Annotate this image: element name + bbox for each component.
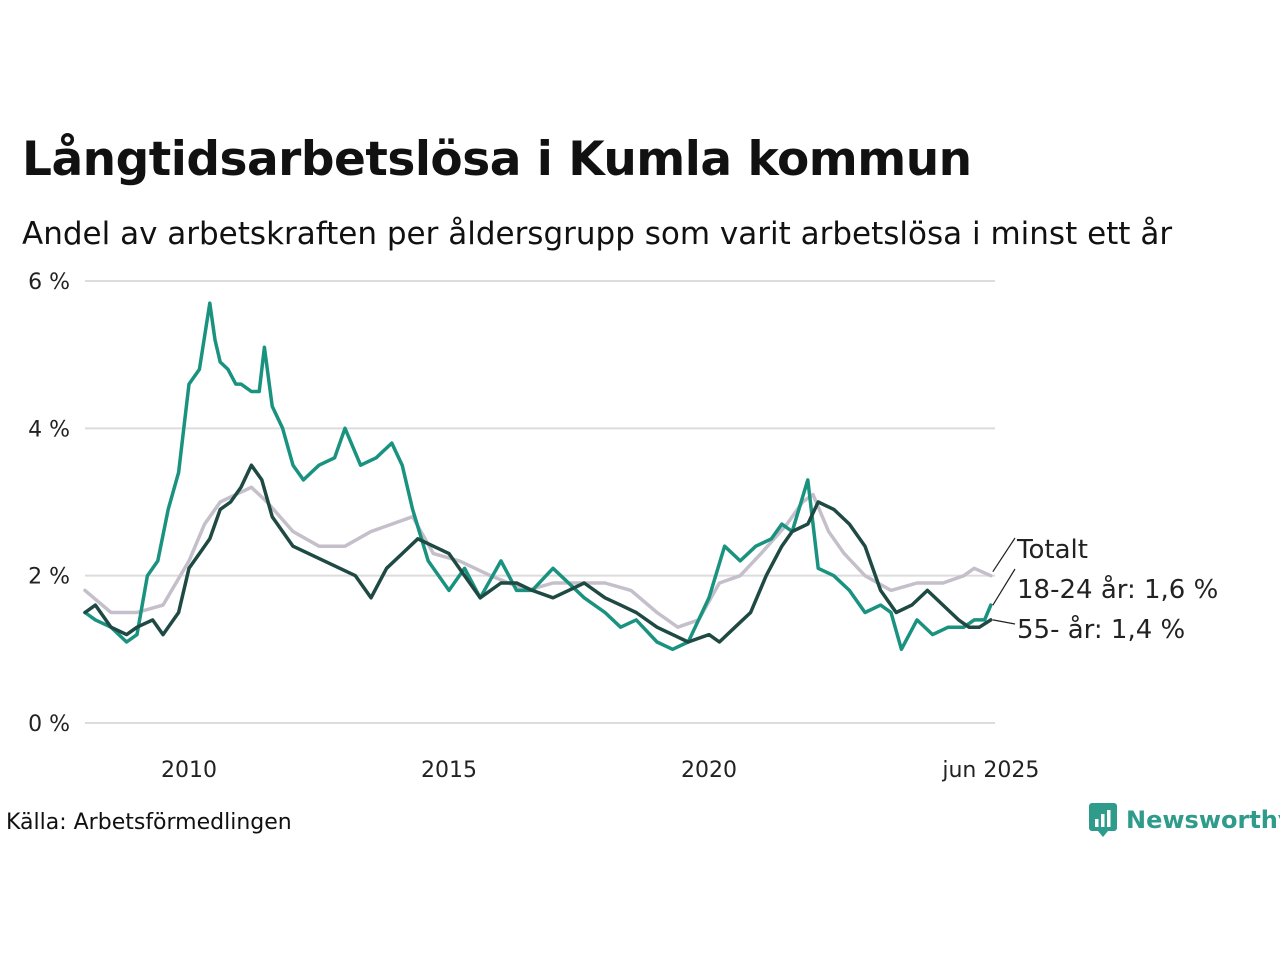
series-end-labels: Totalt 18-24 år: 1,6 % 55- år: 1,4 % (992, 535, 1218, 645)
y-tick-label: 6 % (28, 270, 70, 295)
series-end-label: 18-24 år: 1,6 % (1017, 574, 1218, 605)
series-end-label: 55- år: 1,4 % (1017, 614, 1185, 645)
line-chart: 0 % 2 % 4 % 6 % 2010 2015 2020 jun 2025 Totalt… (28, 270, 1218, 783)
series-line (83, 463, 993, 644)
x-tick-label: jun 2025 (941, 758, 1039, 783)
x-axis-tick-labels: 2010 2015 2020 jun 2025 (161, 758, 1039, 783)
brand-logo[interactable]: Newsworthy (1088, 802, 1280, 838)
chart-subtitle: Andel av arbetskraften per åldersgrupp s… (22, 216, 1173, 252)
newsworthy-logo-icon (1089, 803, 1117, 837)
series-line (83, 301, 993, 652)
y-tick-label: 0 % (28, 712, 70, 737)
brand-name: Newsworthy (1126, 806, 1280, 834)
x-tick-label: 2015 (421, 758, 477, 783)
series-lines (83, 301, 993, 652)
label-leader-line (992, 619, 1016, 625)
y-tick-label: 4 % (28, 417, 70, 442)
source-note: Källa: Arbetsförmedlingen (6, 810, 292, 835)
label-leader-line (992, 568, 1016, 606)
series-end-label: Totalt (1016, 535, 1088, 565)
x-tick-label: 2020 (681, 758, 737, 783)
gridlines (85, 280, 995, 724)
x-tick-label: 2010 (161, 758, 217, 783)
chart-title: Långtidsarbetslösa i Kumla kommun (22, 132, 972, 187)
y-axis-tick-labels: 0 % 2 % 4 % 6 % (28, 270, 70, 737)
y-tick-label: 2 % (28, 565, 70, 590)
label-leader-line (992, 537, 1016, 572)
